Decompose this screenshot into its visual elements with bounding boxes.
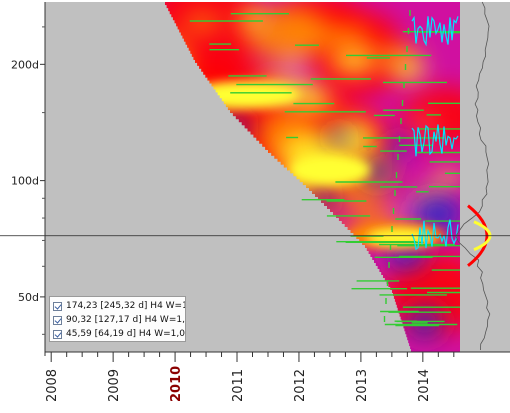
heat-blob [290,154,370,186]
x-tick-label: 2010 [169,366,184,402]
y-tick-label: 200d [11,58,39,71]
wave-overlay [411,15,459,47]
side-panel-background [460,2,510,352]
heat-blob [326,129,353,144]
heat-blob [316,24,371,53]
legend-entry[interactable]: 174,23 [245,32 d] H4 W=1, [53,299,185,313]
heat-blob [385,138,412,154]
plot-area[interactable] [45,0,490,364]
legend-label: 90,32 [127,17 d] H4 W=1,0 [66,315,186,325]
heat-blob [328,119,377,160]
ridge-lines [189,10,460,327]
heat-blob [393,208,412,218]
heat-blob [284,56,303,68]
y-tick-label: 50d [18,291,39,304]
legend-checkbox[interactable] [53,329,62,339]
legend-label: 174,23 [245,32 d] H4 W=1, [66,301,186,311]
x-tick-label: 2014 [417,369,432,402]
wave-overlays [411,15,459,251]
heat-blob [247,6,326,64]
legend-entry[interactable]: 45,59 [64,19 d] H4 W=1,00 [53,327,185,341]
x-axis: 2008 2009 2010 2011 2012 2013 2014 [45,351,510,402]
heat-blob [384,253,460,335]
legend-label: 45,59 [64,19 d] H4 W=1,00 [66,329,186,339]
x-tick-label: 2011 [231,369,246,402]
heat-blob [298,92,334,112]
wave-overlay [411,124,459,157]
x-tick-label: 2012 [293,369,308,402]
heat-blob [431,200,460,222]
legend-checkbox[interactable] [53,301,62,311]
wave-overlay [411,219,459,251]
cone-of-influence [45,2,412,352]
heat-blob [331,48,378,74]
x-tick-label: 2013 [355,369,370,402]
x-tick-label: 2008 [45,369,60,402]
heat-blob [434,171,460,188]
heat-blob [361,160,393,184]
spectrum-side-panel [455,1,510,352]
y-tick-label: 100d [11,175,39,188]
y-axis: 50d 100d 200d [11,2,46,356]
heat-blob [389,57,425,81]
heat-blob [239,8,266,30]
global-spectrum-curve [455,1,491,351]
legend: 174,23 [245,32 d] H4 W=1, 90,32 [127,17 d… [49,296,186,342]
heat-blob [182,13,223,32]
heat-blob [417,119,433,128]
legend-checkbox[interactable] [53,315,62,325]
x-tick-label: 2009 [107,369,122,402]
legend-entry[interactable]: 90,32 [127,17 d] H4 W=1,0 [53,313,185,327]
